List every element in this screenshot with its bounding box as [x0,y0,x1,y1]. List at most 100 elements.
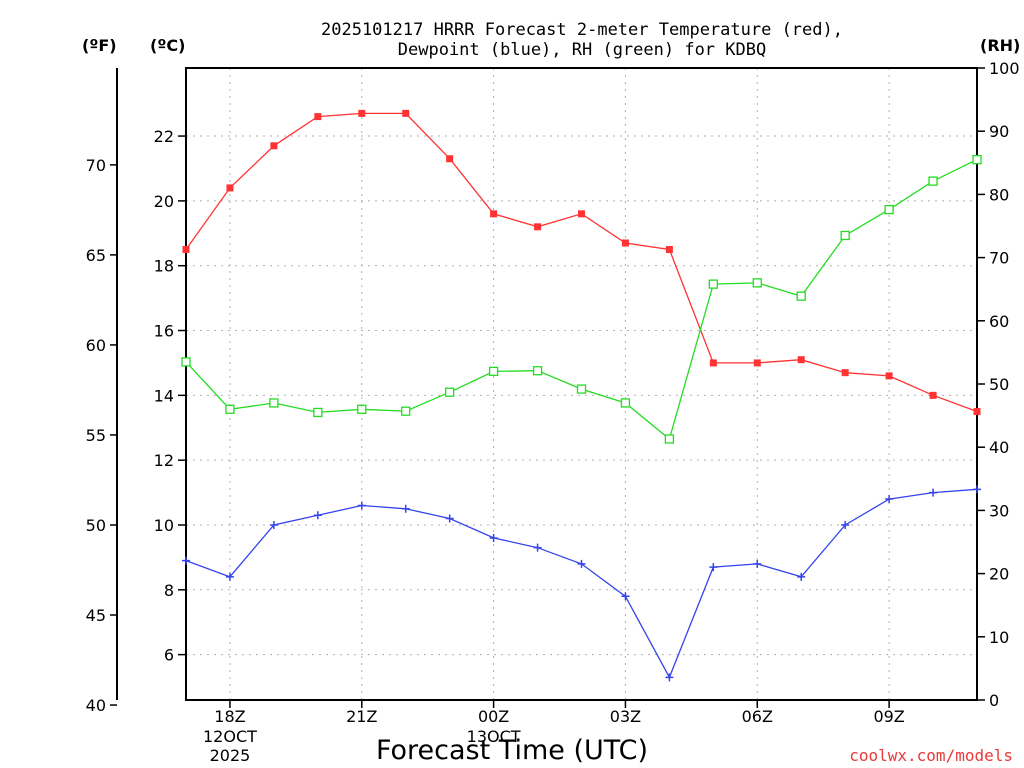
rh-tick-label: 20 [989,565,1009,584]
dewpoint-point [753,559,762,568]
temperature-point [885,372,893,380]
rh-point [401,406,411,416]
dewpoint-point [357,501,366,510]
fahrenheit-tick-label: 65 [86,246,106,265]
rh-point [445,387,455,397]
celsius-tick-label: 14 [154,386,174,405]
celsius-unit-label: (ºC) [150,36,185,55]
dewpoint-point [709,563,718,572]
temperature-line [185,112,978,413]
temperature-point [578,210,585,218]
x-tick-label: 03Z [610,707,641,726]
rh-point [181,357,191,367]
temperature-point [709,359,717,367]
rh-point [357,404,367,414]
rh-point [752,278,762,288]
dewpoint-point [489,533,498,542]
rh-point [269,398,279,408]
fahrenheit-tick-label: 50 [86,516,106,535]
plot-frame [185,67,978,701]
temperature-point [314,113,322,121]
rh-point [313,407,323,418]
temperature-point [490,210,498,218]
dewpoint-point [182,556,190,565]
temperature-point [621,239,629,247]
fahrenheit-tick-label: 70 [86,156,106,175]
dewpoint-point [929,488,938,497]
dewpoint-point [313,511,322,520]
dewpoint-point [973,485,981,494]
temperature-point [226,184,234,192]
x-tick-label: 06Z [742,707,773,726]
x-tick-date-label: 13OCT [467,727,521,746]
rh-tick-label: 80 [989,185,1009,204]
rh-point [225,404,235,414]
celsius-tick-label: 18 [154,257,174,276]
temperature-point [446,155,454,163]
rh-point [884,204,894,215]
temperature-point [534,223,542,231]
x-tick-label: 18Z [214,707,245,726]
dewpoint-point [621,592,630,601]
fahrenheit-tick-label: 55 [86,426,106,445]
dewpoint-point [401,504,410,513]
rh-point [972,154,982,165]
rh-tick-label: 40 [989,438,1009,457]
fahrenheit-tick-label: 45 [86,606,106,625]
dewpoint-point [445,514,454,523]
temperature-point [797,356,805,364]
celsius-tick-label: 22 [154,127,174,146]
rh-point [620,398,631,408]
temperature-point [182,245,190,253]
x-tick-label: 21Z [346,707,377,726]
celsius-tick-label: 16 [154,322,174,341]
credit-text[interactable]: coolwx.com/models [849,746,1013,765]
celsius-tick-label: 6 [164,646,174,665]
temperature-point [402,109,410,117]
rh-tick-label: 100 [989,59,1020,78]
celsius-tick-label: 8 [164,581,174,600]
x-tick-label: 09Z [873,707,904,726]
temperature-point [929,391,937,399]
dewpoint-line [185,488,978,679]
chart-title-line2: Dewpoint (blue), RH (green) for KDBQ [398,40,766,60]
temperature-point [665,245,673,253]
temperature-point [973,408,981,416]
dewpoint-point [885,495,894,504]
temperature-point [841,369,849,377]
chart-title-line1: 2025101217 HRRR Forecast 2-meter Tempera… [321,20,843,40]
rh-point [576,384,587,394]
rh-tick-label: 50 [989,375,1009,394]
rh-tick-label: 70 [989,249,1009,268]
rh-point [532,366,543,376]
rh-tick-label: 90 [989,122,1009,141]
rh-line [185,159,978,441]
gridlines [186,68,977,700]
x-tick-year-label: 2025 [210,746,251,765]
x-tick-date-label: 12OCT [203,727,257,746]
temperature-point [270,142,278,150]
dewpoint-point [269,520,278,529]
rh-tick-label: 10 [989,628,1009,647]
dewpoint-point [577,559,586,568]
fahrenheit-tick-label: 60 [86,336,106,355]
rh-point [928,176,938,186]
rh-point [488,366,499,377]
dewpoint-point [665,673,674,682]
fahrenheit-unit-label: (ºF) [82,36,117,55]
celsius-tick-label: 10 [154,516,174,535]
dewpoint-point [841,520,850,529]
rh-unit-label: (RH) [980,36,1020,55]
rh-tick-label: 30 [989,501,1009,520]
x-axis-label: Forecast Time (UTC) [376,735,648,766]
temperature-point [753,359,761,367]
x-tick-label: 00Z [478,707,509,726]
rh-point [796,291,806,301]
dewpoint-point [533,543,542,552]
temperature-point [358,109,366,117]
rh-tick-label: 0 [989,691,999,710]
fahrenheit-tick-label: 40 [86,696,106,715]
celsius-tick-label: 20 [154,192,174,211]
